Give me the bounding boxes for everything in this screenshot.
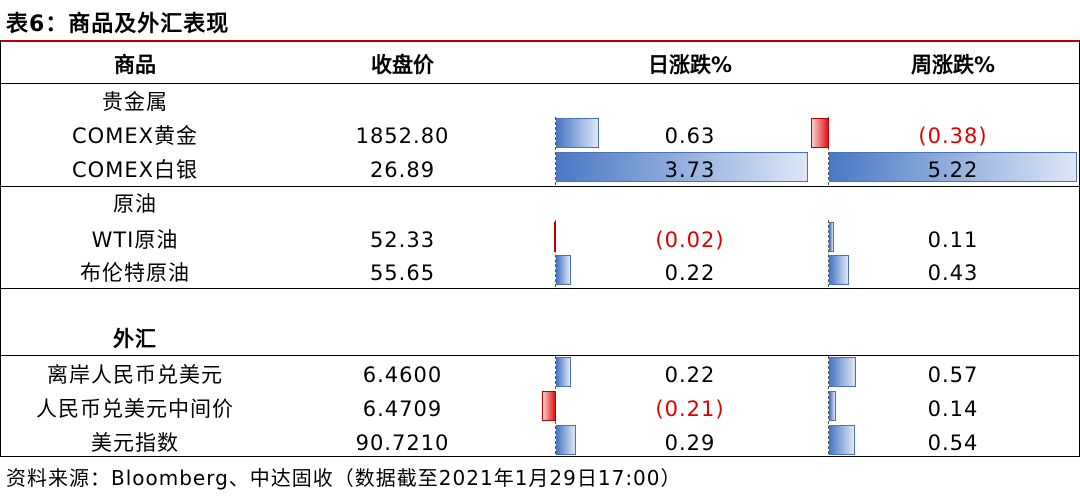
close-price: 52.33 bbox=[369, 228, 436, 252]
left-border bbox=[0, 40, 1, 456]
commodity-name: COMEX黄金 bbox=[72, 124, 198, 148]
close-price: 26.89 bbox=[369, 158, 436, 182]
day-change-value: 3.73 bbox=[664, 158, 716, 182]
section-label: 外汇 bbox=[113, 327, 157, 351]
close-price: 6.4709 bbox=[362, 397, 443, 421]
close-price: 1852.80 bbox=[355, 124, 450, 148]
currency-name: 人民币兑美元中间价 bbox=[36, 397, 234, 421]
source-note: 资料来源：Bloomberg、中达固收（数据截至2021年1月29日17:00） bbox=[6, 466, 682, 490]
day-change-bar bbox=[556, 357, 571, 387]
week-change-bar bbox=[829, 222, 835, 252]
day-change-value: 0.22 bbox=[664, 363, 716, 387]
section-rule bbox=[0, 288, 1080, 289]
section-rule bbox=[0, 186, 1080, 187]
day-axis bbox=[555, 117, 556, 185]
day-change-value: (0.21) bbox=[655, 397, 725, 421]
commodity-name: COMEX白银 bbox=[72, 158, 198, 182]
week-change-bar bbox=[829, 425, 855, 455]
week-change-value: 0.14 bbox=[927, 397, 979, 421]
day-axis bbox=[555, 220, 556, 287]
title-rule bbox=[0, 40, 1080, 42]
day-change-bar bbox=[556, 425, 576, 455]
day-change-bar bbox=[556, 255, 571, 285]
commodity-name: WTI原油 bbox=[91, 228, 179, 252]
day-change-value: (0.02) bbox=[655, 228, 725, 252]
section-label: 贵金属 bbox=[102, 90, 168, 114]
section-label: 原油 bbox=[113, 192, 157, 216]
day-change-value: 0.63 bbox=[664, 124, 716, 148]
week-axis bbox=[828, 220, 829, 287]
week-change-value: (0.38) bbox=[918, 124, 988, 148]
week-change-value: 0.57 bbox=[927, 363, 979, 387]
commodity-name: 布伦特原油 bbox=[80, 261, 190, 285]
header-rule bbox=[0, 83, 1080, 84]
week-change-value: 0.43 bbox=[927, 261, 979, 285]
week-change-bar bbox=[829, 255, 850, 285]
day-change-value: 0.22 bbox=[664, 261, 716, 285]
week-axis bbox=[828, 117, 829, 185]
week-change-value: 5.22 bbox=[927, 158, 979, 182]
header-commodity: 商品 bbox=[114, 53, 156, 77]
week-axis bbox=[828, 356, 829, 454]
week-change-bar bbox=[829, 357, 857, 387]
section-rule bbox=[0, 355, 1080, 356]
week-change-bar bbox=[810, 118, 829, 148]
week-change-value: 0.54 bbox=[927, 431, 979, 455]
header-week-change: 周涨跌% bbox=[910, 53, 996, 77]
currency-name: 离岸人民币兑美元 bbox=[47, 363, 223, 387]
table-bottom-rule bbox=[0, 456, 1080, 457]
week-change-bar bbox=[829, 391, 836, 421]
day-change-bar bbox=[556, 152, 808, 182]
header-close: 收盘价 bbox=[371, 53, 434, 77]
header-day-change: 日涨跌% bbox=[647, 53, 733, 77]
day-change-bar bbox=[556, 118, 599, 148]
currency-name: 美元指数 bbox=[91, 431, 179, 455]
day-change-bar bbox=[541, 391, 556, 421]
day-change-value: 0.29 bbox=[664, 431, 716, 455]
week-change-bar bbox=[829, 152, 1077, 182]
close-price: 6.4600 bbox=[362, 363, 443, 387]
close-price: 90.7210 bbox=[355, 431, 450, 455]
week-change-value: 0.11 bbox=[927, 228, 979, 252]
table-title: 表6：商品及外汇表现 bbox=[6, 12, 230, 37]
close-price: 55.65 bbox=[369, 261, 436, 285]
day-change-bar bbox=[554, 222, 556, 252]
